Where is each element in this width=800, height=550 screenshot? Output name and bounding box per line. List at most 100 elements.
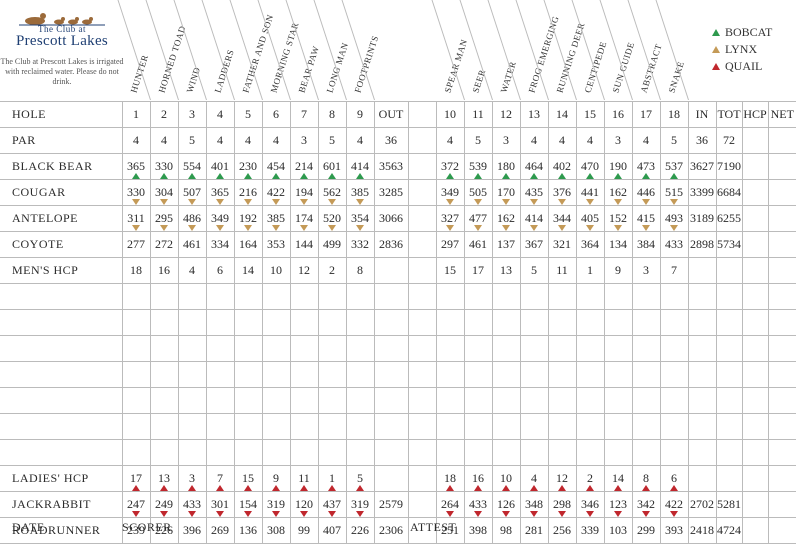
score-cell[interactable] — [178, 283, 207, 310]
score-cell[interactable] — [150, 335, 179, 362]
score-cell[interactable] — [660, 335, 689, 362]
score-cell[interactable] — [464, 387, 493, 414]
score-cell[interactable] — [206, 361, 235, 388]
score-cell[interactable] — [548, 439, 577, 466]
score-cell[interactable] — [178, 309, 207, 336]
score-cell[interactable] — [206, 413, 235, 440]
score-cell[interactable] — [374, 283, 409, 310]
score-cell[interactable] — [576, 361, 605, 388]
score-cell[interactable] — [178, 361, 207, 388]
score-cell[interactable] — [178, 439, 207, 466]
score-cell[interactable] — [464, 335, 493, 362]
score-cell[interactable] — [520, 309, 549, 336]
score-cell[interactable] — [660, 439, 689, 466]
score-cell[interactable] — [492, 413, 521, 440]
score-cell[interactable] — [688, 335, 717, 362]
score-cell[interactable] — [234, 335, 263, 362]
score-cell[interactable] — [742, 413, 769, 440]
score-cell[interactable] — [548, 335, 577, 362]
score-cell[interactable] — [346, 335, 375, 362]
score-cell[interactable] — [492, 387, 521, 414]
score-cell[interactable] — [150, 309, 179, 336]
score-cell[interactable] — [374, 335, 409, 362]
score-cell[interactable] — [290, 387, 319, 414]
score-cell[interactable] — [716, 283, 743, 310]
score-cell[interactable] — [742, 231, 769, 258]
score-cell[interactable] — [688, 309, 717, 336]
score-cell[interactable] — [688, 439, 717, 466]
score-cell[interactable] — [374, 387, 409, 414]
score-cell[interactable] — [318, 413, 347, 440]
score-cell[interactable] — [604, 413, 633, 440]
score-cell[interactable] — [122, 335, 151, 362]
score-cell[interactable]: NET — [768, 101, 796, 128]
score-cell[interactable] — [206, 439, 235, 466]
score-cell[interactable] — [122, 283, 151, 310]
score-cell[interactable] — [768, 127, 796, 154]
score-cell[interactable] — [178, 387, 207, 414]
score-cell[interactable] — [632, 439, 661, 466]
score-cell[interactable] — [768, 387, 796, 414]
score-cell[interactable] — [576, 335, 605, 362]
score-cell[interactable] — [742, 439, 769, 466]
score-cell[interactable] — [290, 309, 319, 336]
score-cell[interactable] — [768, 205, 796, 232]
score-cell[interactable] — [660, 387, 689, 414]
score-cell[interactable] — [520, 283, 549, 310]
score-cell[interactable] — [492, 361, 521, 388]
score-cell[interactable] — [688, 361, 717, 388]
score-cell[interactable] — [374, 309, 409, 336]
score-cell[interactable] — [122, 309, 151, 336]
score-cell[interactable] — [632, 335, 661, 362]
score-cell[interactable] — [464, 439, 493, 466]
score-cell[interactable] — [234, 413, 263, 440]
score-cell[interactable] — [206, 283, 235, 310]
score-cell[interactable] — [632, 361, 661, 388]
score-cell[interactable] — [604, 335, 633, 362]
score-cell[interactable] — [716, 413, 743, 440]
score-cell[interactable] — [318, 361, 347, 388]
score-cell[interactable] — [688, 387, 717, 414]
score-cell[interactable] — [150, 387, 179, 414]
score-cell[interactable] — [318, 387, 347, 414]
score-cell[interactable] — [742, 283, 769, 310]
score-cell[interactable] — [318, 439, 347, 466]
score-cell[interactable] — [234, 309, 263, 336]
score-cell[interactable] — [742, 257, 769, 284]
score-cell[interactable] — [408, 309, 437, 336]
score-cell[interactable] — [768, 465, 796, 492]
score-cell[interactable] — [576, 283, 605, 310]
score-cell[interactable] — [604, 439, 633, 466]
score-cell[interactable] — [716, 309, 743, 336]
score-cell[interactable] — [262, 309, 291, 336]
score-cell[interactable] — [632, 283, 661, 310]
score-cell[interactable] — [768, 439, 796, 466]
score-cell[interactable] — [604, 283, 633, 310]
score-cell[interactable] — [408, 361, 437, 388]
score-cell[interactable] — [262, 413, 291, 440]
score-cell[interactable] — [520, 413, 549, 440]
score-cell[interactable] — [520, 335, 549, 362]
score-cell[interactable] — [520, 387, 549, 414]
score-cell[interactable] — [318, 309, 347, 336]
score-cell[interactable] — [346, 309, 375, 336]
score-cell[interactable] — [492, 335, 521, 362]
score-cell[interactable] — [768, 179, 796, 206]
score-cell[interactable] — [492, 309, 521, 336]
score-cell[interactable] — [688, 283, 717, 310]
score-cell[interactable] — [178, 335, 207, 362]
score-cell[interactable] — [408, 413, 437, 440]
score-cell[interactable] — [290, 335, 319, 362]
score-cell[interactable] — [408, 283, 437, 310]
score-cell[interactable] — [548, 283, 577, 310]
score-cell[interactable] — [768, 283, 796, 310]
score-cell[interactable] — [436, 439, 465, 466]
score-cell[interactable] — [234, 283, 263, 310]
score-cell[interactable] — [408, 335, 437, 362]
score-cell[interactable] — [576, 387, 605, 414]
score-cell[interactable] — [150, 283, 179, 310]
score-cell[interactable]: HCP — [742, 101, 769, 128]
score-cell[interactable] — [464, 309, 493, 336]
score-cell[interactable] — [632, 309, 661, 336]
score-cell[interactable] — [768, 257, 796, 284]
